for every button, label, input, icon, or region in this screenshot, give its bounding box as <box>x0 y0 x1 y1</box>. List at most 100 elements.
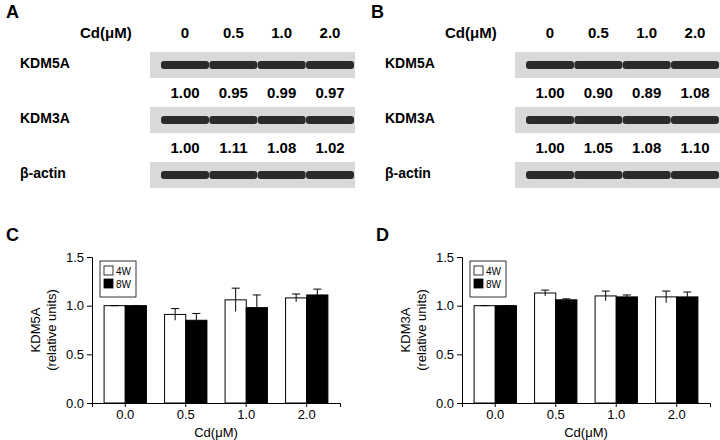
x-tick: 2.0 <box>668 403 686 422</box>
band-value: 1.00 <box>170 84 199 101</box>
bar <box>616 297 637 403</box>
error-bar <box>541 290 549 296</box>
error-cap <box>562 298 570 299</box>
legend-box <box>470 261 506 297</box>
row-label: β-actin <box>20 165 66 181</box>
error-bar <box>253 295 261 320</box>
figure: A Cd(μM) 0 0.5 1.0 2.0 KDM5A 1.00 0.95 0.99 0.97 KD… <box>0 0 720 440</box>
bar <box>104 306 125 403</box>
x-label: Cd(μM) <box>194 425 238 440</box>
band-value: 1.11 <box>219 139 247 156</box>
band <box>306 171 354 179</box>
y-axis: 0.00.51.01.5 <box>66 250 93 411</box>
band <box>258 116 306 124</box>
error-line <box>235 288 236 311</box>
axis-line <box>87 258 93 404</box>
error-bar <box>171 309 179 321</box>
bar <box>286 298 307 403</box>
band <box>161 116 209 124</box>
panel-label: A <box>6 2 19 22</box>
y-label: (relative units) <box>414 289 429 371</box>
bar <box>225 300 246 403</box>
tick-mark <box>87 306 92 307</box>
error-bar <box>502 305 510 306</box>
tick-label: 0.5 <box>547 407 565 422</box>
legend-label: 8W <box>486 279 502 290</box>
y-tick: 0.5 <box>66 347 92 362</box>
blot-background <box>150 107 355 133</box>
plot-area <box>104 288 328 403</box>
band-value: 0.89 <box>632 84 661 101</box>
lane-label: 0.5 <box>588 24 609 41</box>
band <box>209 116 257 124</box>
tick-mark <box>87 354 92 355</box>
panel-label: C <box>6 225 19 245</box>
band <box>574 171 622 179</box>
lane-label: 1.0 <box>636 24 657 41</box>
error-cap <box>132 305 140 306</box>
error-bar <box>481 305 489 306</box>
error-bar <box>683 292 691 302</box>
y-label: KDM5A <box>28 307 43 352</box>
band-value: 0.99 <box>267 84 296 101</box>
y-tick: 1.5 <box>436 250 462 265</box>
tick-mark <box>457 354 462 355</box>
row-label: KDM5A <box>20 55 70 71</box>
tick-mark <box>457 306 462 307</box>
band <box>671 116 719 124</box>
x-tick: 1.0 <box>237 403 255 422</box>
tick-label: 1.5 <box>66 250 84 265</box>
tick-label: 2.0 <box>668 407 686 422</box>
error-cap <box>232 288 240 289</box>
tick-label: 0.0 <box>116 407 134 422</box>
x-tick: 2.0 <box>298 403 316 422</box>
x-label: Cd(μM) <box>80 24 132 41</box>
band-value: 1.00 <box>535 139 564 156</box>
error-line <box>666 291 667 303</box>
error-cap <box>623 294 631 295</box>
panel-label: D <box>376 225 389 245</box>
tick-mark <box>87 257 92 258</box>
band-value: 1.05 <box>584 139 613 156</box>
band <box>306 61 354 69</box>
axis-line <box>457 258 463 404</box>
legend-label: 4W <box>116 266 132 277</box>
blot-background <box>515 52 720 78</box>
band-value: 1.00 <box>170 139 199 156</box>
band <box>258 61 306 69</box>
error-line <box>605 291 606 301</box>
bar <box>125 306 146 403</box>
lane-label: 2.0 <box>685 24 706 41</box>
blot-background <box>150 162 355 188</box>
band-value: 0.97 <box>315 84 344 101</box>
blot-background <box>515 107 720 133</box>
bar <box>595 296 616 403</box>
band <box>574 61 622 69</box>
error-line <box>296 294 297 302</box>
tick-mark <box>457 403 462 404</box>
band-value: 1.08 <box>267 139 296 156</box>
error-line <box>626 295 627 299</box>
band-value: 0.95 <box>219 84 248 101</box>
y-tick: 0.5 <box>436 347 462 362</box>
error-bar <box>111 305 119 306</box>
bar <box>474 306 495 403</box>
error-bar <box>232 288 240 311</box>
error-cap <box>481 305 489 306</box>
row-label: KDM5A <box>385 55 435 71</box>
band <box>623 171 671 179</box>
error-cap <box>662 291 670 292</box>
lane-label: 0 <box>181 24 189 41</box>
band <box>161 171 209 179</box>
tick-label: 1.0 <box>607 407 625 422</box>
band <box>258 171 306 179</box>
bar <box>556 300 577 403</box>
tick-label: 2.0 <box>298 407 316 422</box>
blot-panel: ACd(μM)00.51.02.0KDM5A1.000.950.990.97KD… <box>6 2 355 188</box>
y-label: KDM3A <box>398 307 413 352</box>
x-tick: 0.0 <box>116 403 134 422</box>
tick-mark <box>87 403 92 404</box>
y-tick: 1.5 <box>66 250 92 265</box>
band <box>623 61 671 69</box>
y-tick: 1.0 <box>66 298 92 313</box>
